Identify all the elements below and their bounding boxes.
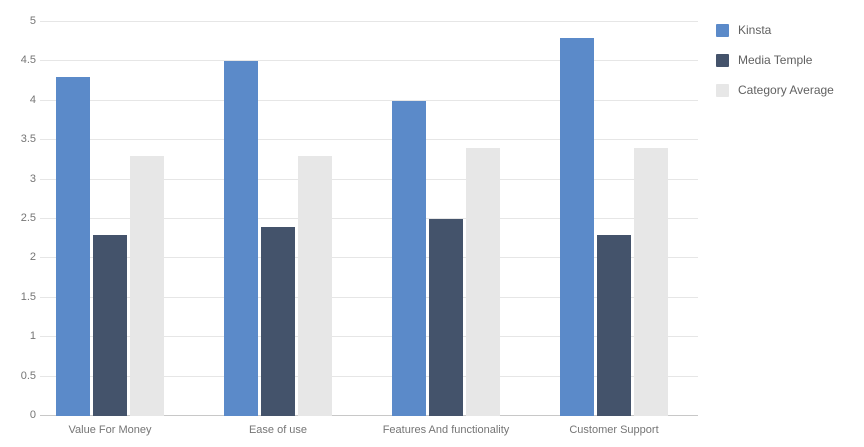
bar-kinsta-value-for-money[interactable] — [56, 77, 90, 416]
bar-category-average-features-and-functionality[interactable] — [466, 148, 500, 416]
legend-item-media-temple[interactable]: Media Temple — [716, 54, 834, 67]
gridline — [40, 296, 698, 298]
bar-category-average-customer-support[interactable] — [634, 148, 668, 416]
category-label: Features And functionality — [382, 424, 510, 436]
gridline — [40, 375, 698, 377]
legend-swatch-icon — [716, 84, 729, 97]
bar-group-value-for-money: Value For Money — [26, 22, 194, 436]
x-axis-baseline — [40, 415, 698, 416]
bar-group-ease-of-use: Ease of use — [194, 22, 362, 436]
gridline — [40, 218, 698, 219]
legend: Kinsta Media Temple Category Average — [716, 24, 834, 97]
bar-cluster — [530, 22, 698, 416]
category-label: Ease of use — [248, 424, 308, 436]
legend-label: Category Average — [738, 83, 834, 97]
y-tick-label: 2.5 — [20, 212, 36, 224]
gridline — [40, 139, 698, 141]
gridline — [40, 257, 698, 259]
bar-category-average-ease-of-use[interactable] — [298, 155, 332, 416]
bar-group-features-and-functionality: Features And functionality — [362, 22, 530, 436]
gridlines — [40, 21, 698, 416]
category-label: Customer Support — [569, 424, 659, 436]
gridline — [40, 60, 698, 62]
category-label: Value For Money — [68, 424, 152, 436]
bar-media-temple-value-for-money[interactable] — [93, 234, 127, 416]
y-tick-label: 1.5 — [20, 290, 36, 303]
bar-group-customer-support: Customer Support — [530, 22, 698, 436]
legend-item-kinsta[interactable]: Kinsta — [716, 24, 834, 37]
gridline — [40, 99, 698, 101]
bar-media-temple-ease-of-use[interactable] — [261, 226, 295, 416]
plot-groups: Value For Money Ease of use Features And f… — [26, 22, 698, 436]
gridline — [40, 336, 698, 338]
y-tick-label: 4 — [29, 93, 36, 106]
bar-kinsta-ease-of-use[interactable] — [224, 61, 258, 416]
bar-kinsta-customer-support[interactable] — [560, 37, 594, 416]
y-tick-label: 2 — [29, 251, 36, 264]
legend-item-category-average[interactable]: Category Average — [716, 84, 834, 97]
y-tick-label: 1 — [29, 330, 36, 343]
y-tick-label: 3.5 — [20, 133, 36, 146]
bar-media-temple-features-and-functionality[interactable] — [429, 219, 463, 416]
legend-label: Kinsta — [738, 23, 772, 37]
y-tick-label: 0.5 — [20, 369, 36, 382]
bar-media-temple-customer-support[interactable] — [597, 234, 631, 416]
gridline — [40, 21, 698, 22]
bar-kinsta-features-and-functionality[interactable] — [392, 100, 426, 416]
bar-cluster — [26, 22, 194, 416]
bar-cluster — [194, 22, 362, 416]
legend-swatch-icon — [716, 54, 729, 67]
y-axis: 0 0.5 1 1.5 2 2.5 3 3.5 4 4.5 5 — [0, 15, 36, 421]
bar-cluster — [362, 22, 530, 416]
y-tick-label: 4.5 — [20, 54, 36, 67]
plot-area: Value For Money Ease of use Features And f… — [26, 21, 698, 436]
legend-swatch-icon — [716, 24, 729, 37]
y-tick-label: 0 — [29, 409, 36, 421]
y-tick-label: 3 — [29, 172, 36, 185]
bar-category-average-value-for-money[interactable] — [130, 155, 164, 416]
legend-label: Media Temple — [738, 53, 813, 67]
y-tick-label: 5 — [29, 15, 36, 27]
gridline — [40, 178, 698, 180]
